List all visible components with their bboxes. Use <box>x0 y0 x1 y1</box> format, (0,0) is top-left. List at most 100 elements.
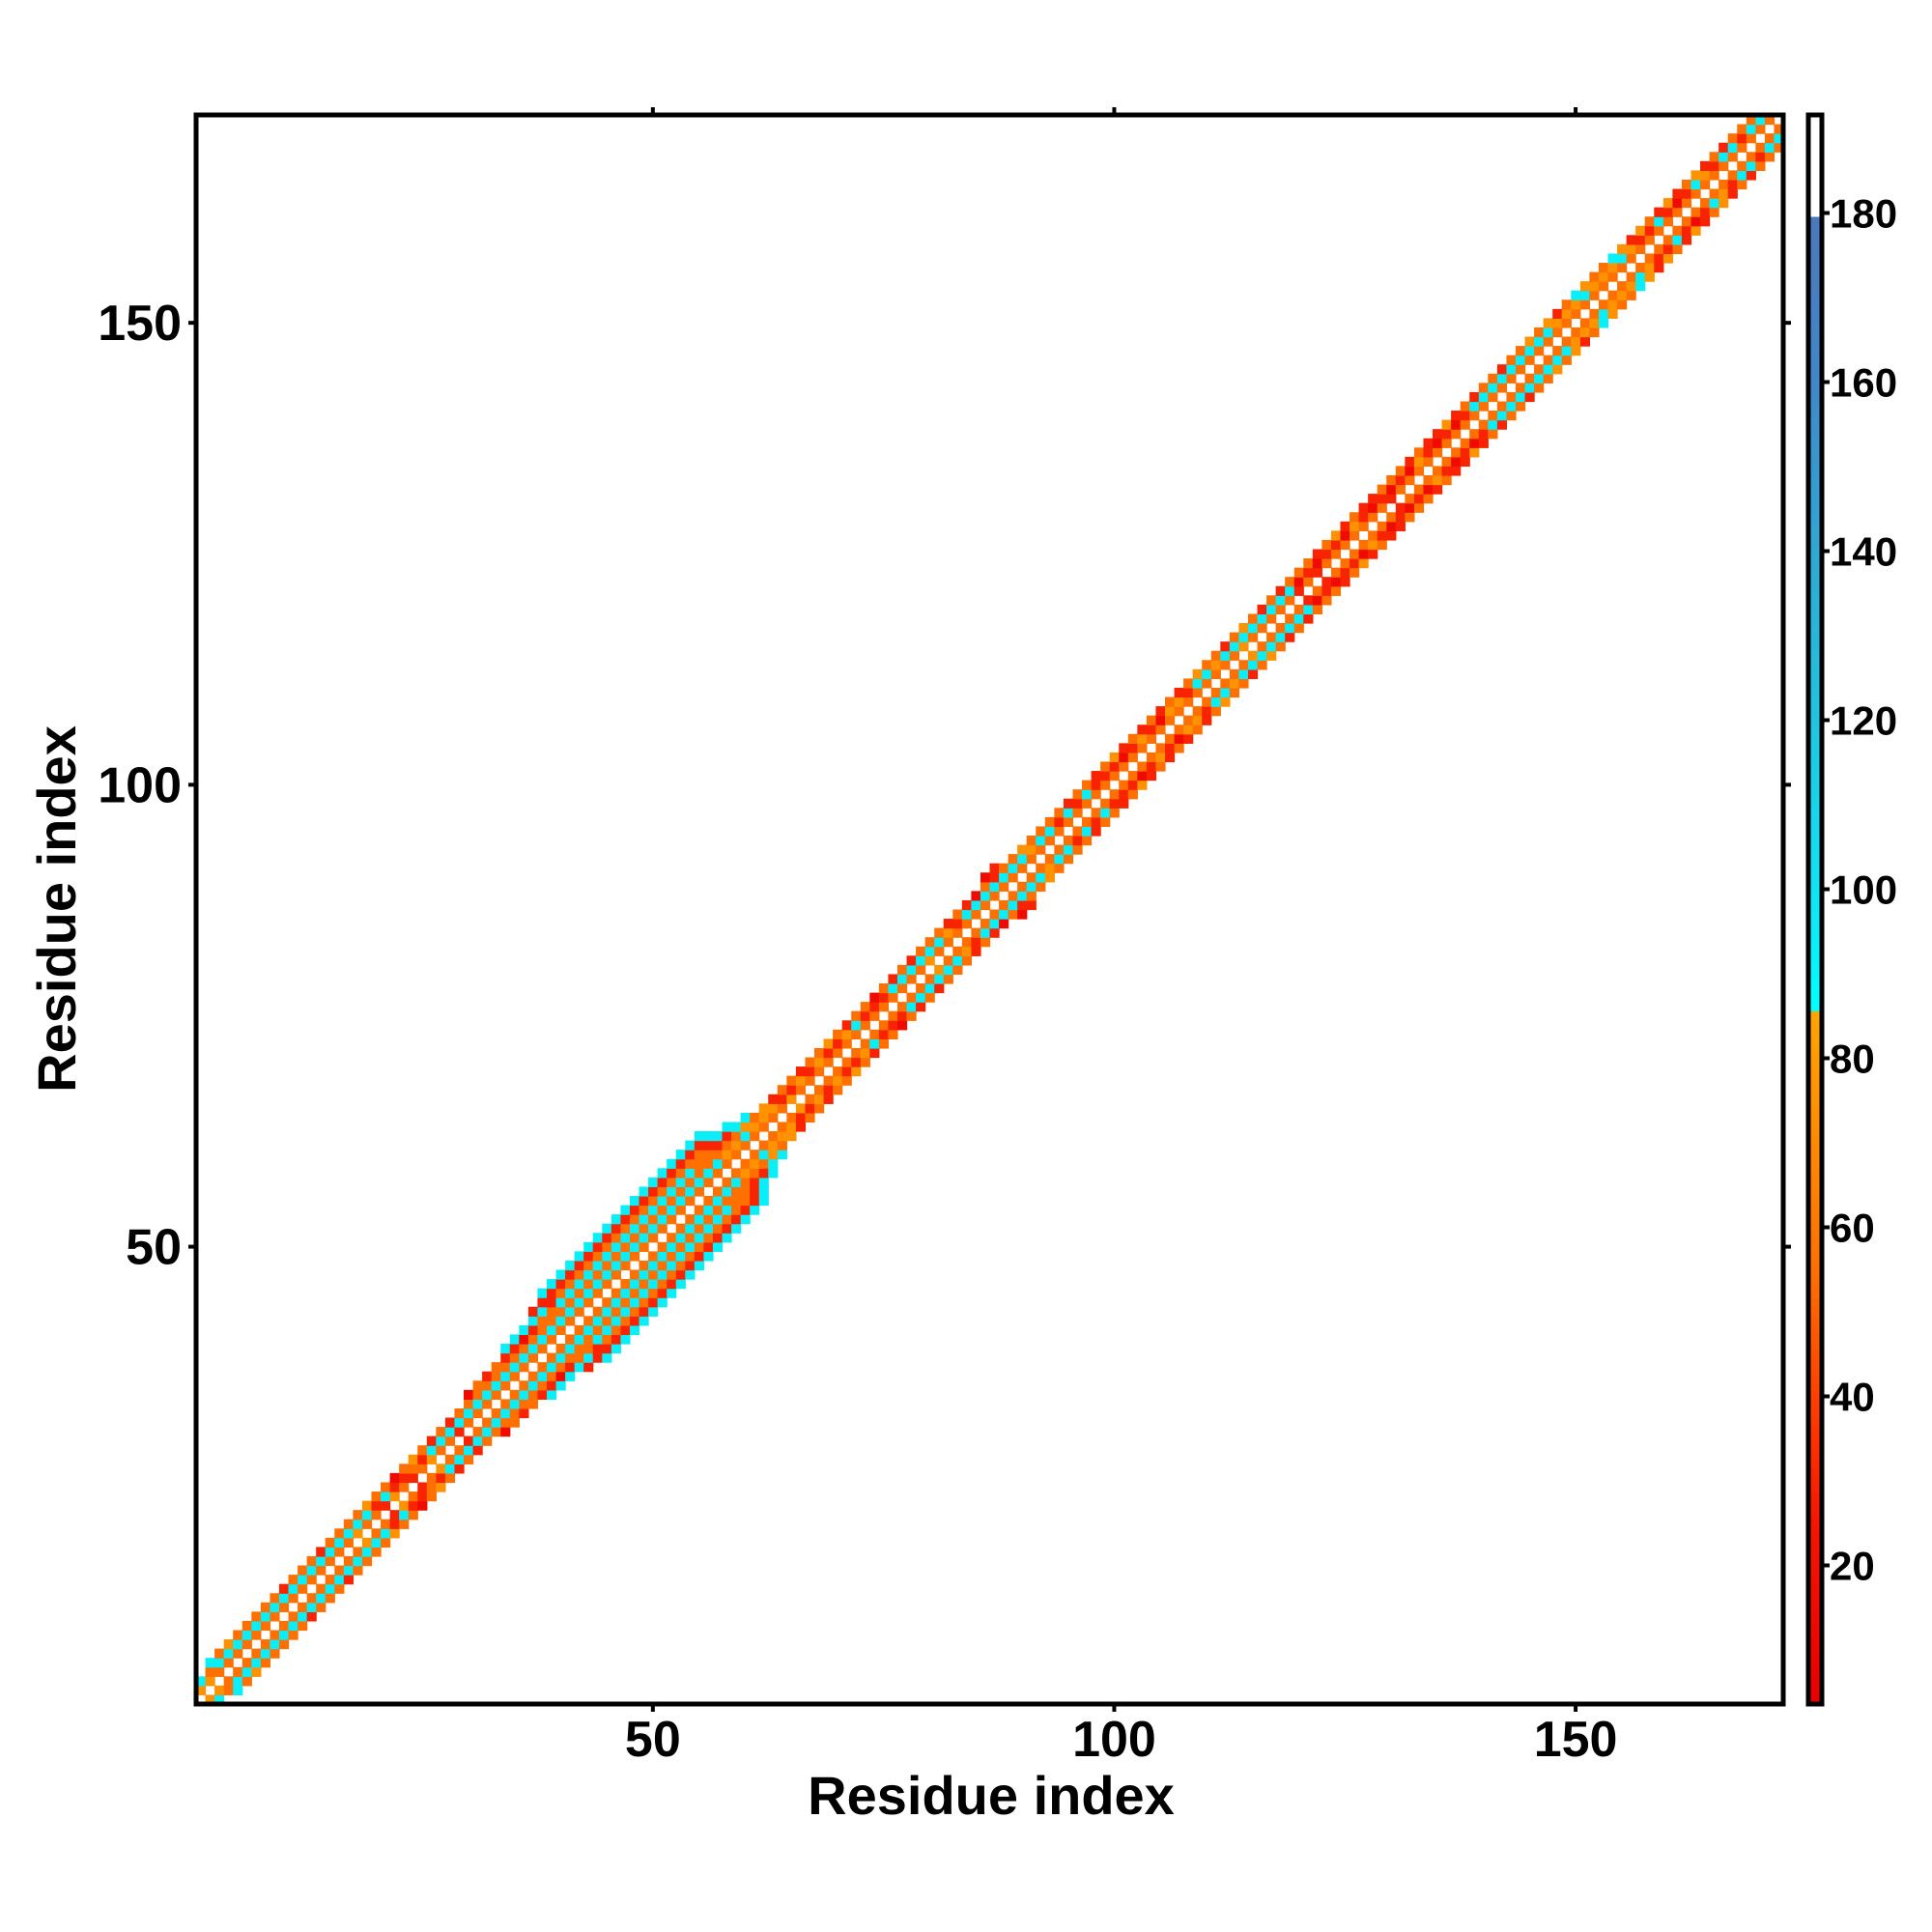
heatmap-cell <box>1774 142 1784 153</box>
heatmap-cell <box>989 891 1000 901</box>
heatmap-cell <box>1552 308 1563 320</box>
heatmap-cell <box>1312 604 1322 615</box>
heatmap-cell <box>1700 198 1711 209</box>
heatmap-cell <box>444 1417 456 1428</box>
heatmap-cell <box>722 1122 732 1132</box>
heatmap-cell <box>546 1306 557 1317</box>
heatmap-cell <box>1036 872 1046 883</box>
heatmap-cell <box>1293 623 1304 634</box>
colorbar-segment <box>1808 216 1822 226</box>
colorbar-segment <box>1808 258 1822 268</box>
heatmap-cell <box>1774 133 1784 144</box>
heatmap-cell <box>1700 207 1711 217</box>
colorbar-segment <box>1808 1205 1822 1214</box>
heatmap-cell <box>1082 798 1093 809</box>
colorbar-segment <box>1808 300 1822 310</box>
heatmap-cell <box>491 1417 501 1428</box>
heatmap-cell <box>999 919 1009 929</box>
heatmap-cell <box>1413 456 1425 468</box>
heatmap-cell <box>509 1389 520 1400</box>
heatmap-cell <box>1755 115 1766 126</box>
heatmap-cell <box>1358 549 1369 559</box>
heatmap-cell <box>1451 429 1462 440</box>
heatmap-cell <box>565 1334 576 1345</box>
heatmap-cell <box>565 1371 576 1381</box>
heatmap-cell <box>1109 798 1120 809</box>
heatmap-cell <box>1026 899 1037 911</box>
heatmap-cell <box>1321 585 1332 596</box>
colorbar-segment <box>1808 672 1822 682</box>
heatmap-cell <box>1496 401 1508 412</box>
heatmap-cell <box>869 1010 880 1021</box>
heatmap-cell <box>758 1195 769 1207</box>
heatmap-cell <box>777 1094 787 1104</box>
colorbar-segment <box>1808 952 1822 961</box>
heatmap-cell <box>639 1279 649 1290</box>
heatmap-cell <box>1303 567 1314 578</box>
heatmap-cell <box>1350 558 1360 569</box>
heatmap-cell <box>860 1020 870 1031</box>
heatmap-cell <box>667 1168 677 1179</box>
heatmap-cell <box>1423 474 1434 486</box>
heatmap-cell <box>343 1528 354 1539</box>
heatmap-cell <box>1598 318 1609 328</box>
heatmap-cell <box>694 1214 704 1225</box>
heatmap-cell <box>325 1537 335 1548</box>
heatmap-cell <box>611 1223 622 1234</box>
heatmap-cell <box>1460 411 1470 421</box>
heatmap-cell <box>675 1241 686 1252</box>
heatmap-cell <box>814 1047 825 1059</box>
heatmap-cell <box>1543 336 1553 347</box>
heatmap-cell <box>1285 632 1295 642</box>
heatmap-cell <box>1266 595 1277 606</box>
heatmap-cell <box>1127 771 1138 781</box>
heatmap-cell <box>1146 733 1157 744</box>
heatmap-cell <box>1285 585 1295 596</box>
heatmap-cell <box>1727 170 1738 181</box>
heatmap-cell <box>1405 474 1415 486</box>
heatmap-cell <box>833 1038 843 1049</box>
heatmap-cell <box>1321 577 1332 587</box>
heatmap-cell <box>454 1454 465 1464</box>
heatmap-cell <box>675 1150 686 1160</box>
heatmap-cell <box>1257 650 1267 661</box>
heatmap-cell <box>509 1352 520 1363</box>
heatmap-cell <box>482 1389 493 1400</box>
colorbar-segment <box>1808 1154 1822 1164</box>
heatmap-cell <box>1008 863 1018 873</box>
heatmap-cell <box>472 1389 483 1400</box>
heatmap-cell <box>952 909 963 920</box>
colorbar-segment <box>1808 690 1822 699</box>
heatmap-cell <box>1192 715 1203 725</box>
heatmap-cell <box>814 1057 825 1067</box>
colorbar-segment <box>1808 900 1822 910</box>
heatmap-cell <box>1340 567 1350 578</box>
heatmap-cell <box>1109 808 1120 818</box>
heatmap-cell <box>1719 198 1729 209</box>
heatmap-cell <box>1238 632 1249 642</box>
colorbar-segment <box>1808 1509 1822 1519</box>
heatmap-cell <box>685 1195 696 1207</box>
colorbar-segment <box>1808 1349 1822 1358</box>
heatmap-cell <box>1423 438 1434 448</box>
heatmap-cell <box>583 1260 594 1271</box>
heatmap-cell <box>740 1168 751 1179</box>
heatmap-cell <box>353 1547 363 1557</box>
heatmap-cell <box>878 1002 890 1012</box>
heatmap-cell <box>1607 308 1618 320</box>
heatmap-cell <box>1672 188 1683 199</box>
colorbar-tick-label: 80 <box>1830 1037 1875 1082</box>
heatmap-cell <box>1100 780 1111 790</box>
heatmap-cell <box>924 955 935 966</box>
heatmap-cell <box>758 1177 769 1188</box>
heatmap-cell <box>712 1223 724 1234</box>
heatmap-cell <box>381 1537 391 1548</box>
heatmap-cell <box>639 1241 649 1252</box>
x-tick-label: 50 <box>625 1712 681 1768</box>
heatmap-cell <box>795 1112 807 1123</box>
heatmap-cell <box>325 1583 335 1594</box>
heatmap-cell <box>1229 632 1240 642</box>
heatmap-cell <box>509 1399 520 1409</box>
colorbar-segment <box>1808 656 1822 666</box>
heatmap-cell <box>1598 263 1609 273</box>
